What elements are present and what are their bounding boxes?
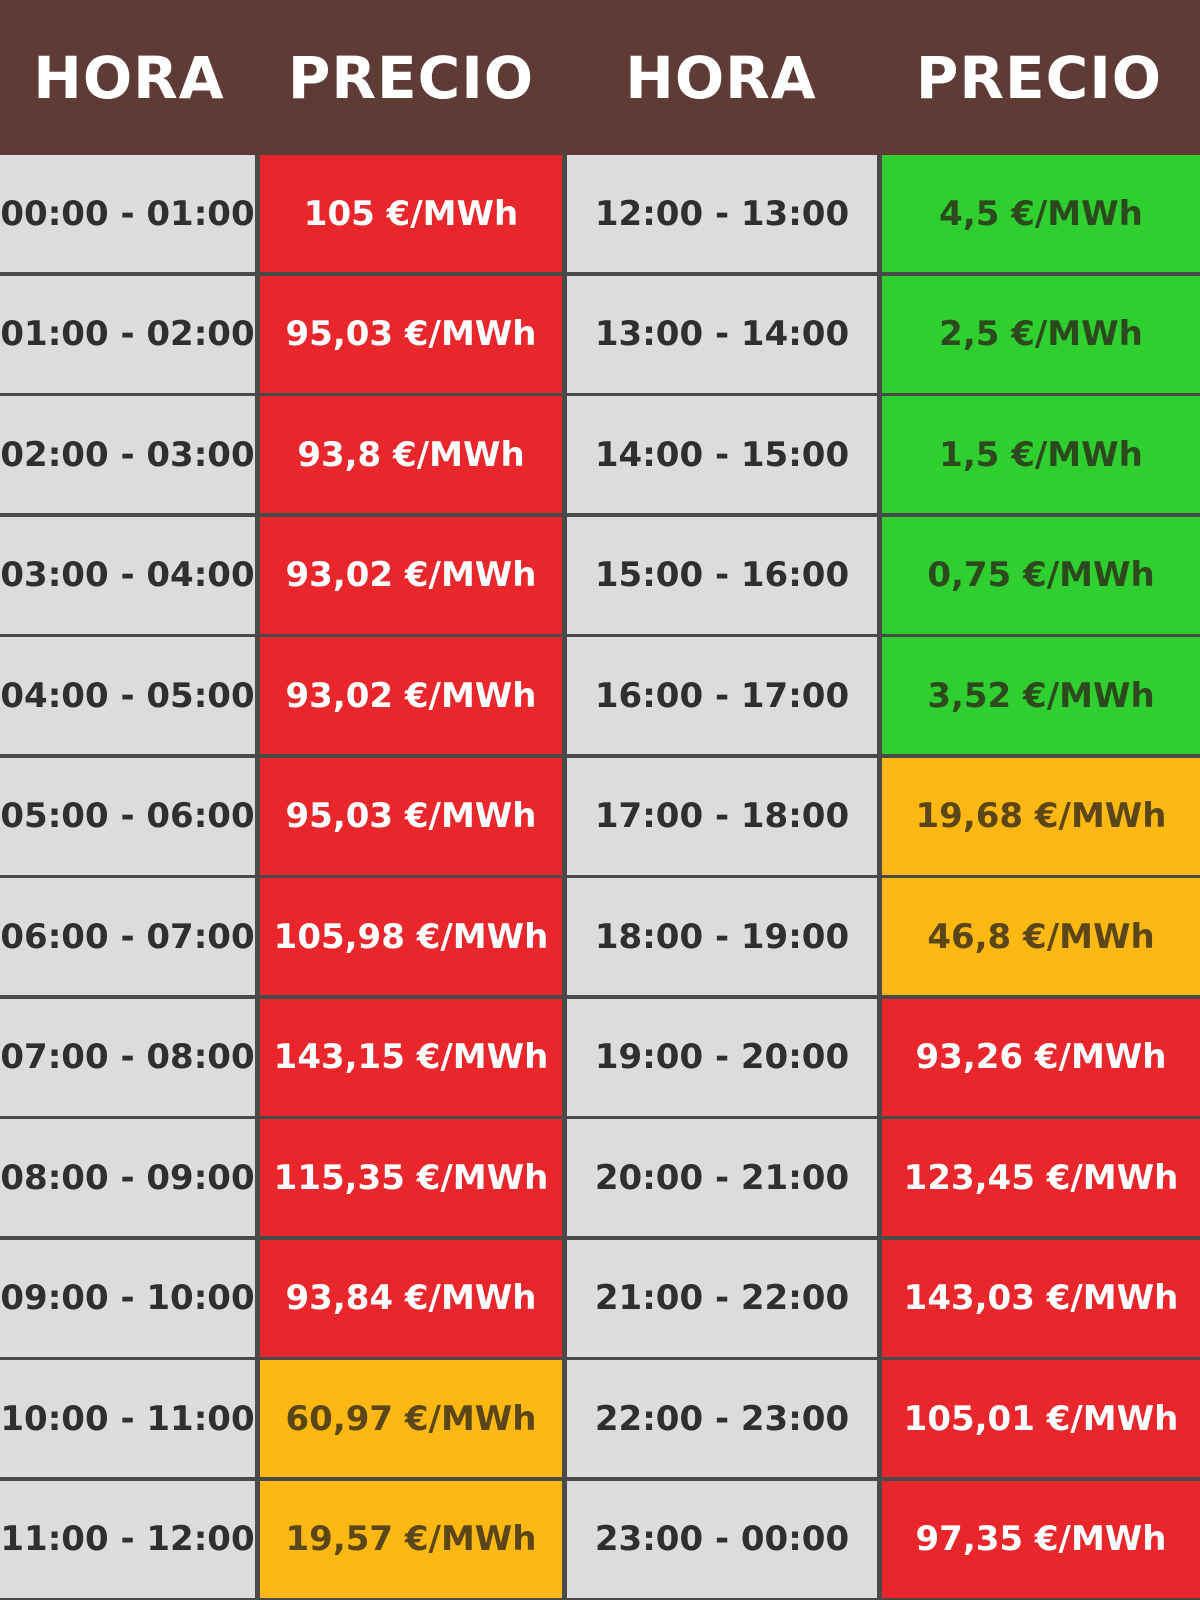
hour-cell-right: 19:00 - 20:00 xyxy=(567,998,877,1116)
hour-cell-left: 09:00 - 10:00 xyxy=(0,1239,255,1357)
price-cell-right: 0,75 €/MWh xyxy=(882,516,1200,634)
hour-cell-left: 00:00 - 01:00 xyxy=(0,155,255,272)
price-cell-right: 93,26 €/MWh xyxy=(882,998,1200,1116)
hour-cell-left: 05:00 - 06:00 xyxy=(0,757,255,875)
hour-cell-left: 03:00 - 04:00 xyxy=(0,516,255,634)
price-cell-left: 60,97 €/MWh xyxy=(260,1360,562,1477)
table-row: 03:00 - 04:00 93,02 €/MWh 15:00 - 16:00 … xyxy=(0,516,1200,634)
hour-cell-right: 16:00 - 17:00 xyxy=(567,637,877,754)
hour-cell-right: 23:00 - 00:00 xyxy=(567,1480,877,1598)
price-cell-right: 105,01 €/MWh xyxy=(882,1360,1200,1477)
header-precio-right: PRECIO xyxy=(915,43,1163,112)
hour-cell-right: 17:00 - 18:00 xyxy=(567,757,877,875)
hour-cell-left: 11:00 - 12:00 xyxy=(0,1480,255,1598)
price-cell-left: 115,35 €/MWh xyxy=(260,1119,562,1236)
hour-cell-right: 15:00 - 16:00 xyxy=(567,516,877,634)
hour-cell-left: 01:00 - 02:00 xyxy=(0,275,255,393)
hour-cell-left: 08:00 - 09:00 xyxy=(0,1119,255,1236)
hour-cell-right: 14:00 - 15:00 xyxy=(567,396,877,513)
table-row: 07:00 - 08:00 143,15 €/MWh 19:00 - 20:00… xyxy=(0,998,1200,1116)
price-cell-right: 143,03 €/MWh xyxy=(882,1239,1200,1357)
price-cell-right: 2,5 €/MWh xyxy=(882,275,1200,393)
price-cell-left: 93,02 €/MWh xyxy=(260,637,562,754)
table-row: 06:00 - 07:00 105,98 €/MWh 18:00 - 19:00… xyxy=(0,878,1200,995)
table-row: 02:00 - 03:00 93,8 €/MWh 14:00 - 15:00 1… xyxy=(0,396,1200,513)
hour-cell-left: 04:00 - 05:00 xyxy=(0,637,255,754)
table-row: 04:00 - 05:00 93,02 €/MWh 16:00 - 17:00 … xyxy=(0,637,1200,754)
price-cell-left: 93,8 €/MWh xyxy=(260,396,562,513)
table-row: 10:00 - 11:00 60,97 €/MWh 22:00 - 23:00 … xyxy=(0,1360,1200,1477)
table-row: 08:00 - 09:00 115,35 €/MWh 20:00 - 21:00… xyxy=(0,1119,1200,1236)
header-hora-right: HORA xyxy=(625,43,817,112)
table-body: 00:00 - 01:00 105 €/MWh 12:00 - 13:00 4,… xyxy=(0,155,1200,1600)
price-cell-right: 19,68 €/MWh xyxy=(882,757,1200,875)
hour-cell-left: 07:00 - 08:00 xyxy=(0,998,255,1116)
price-cell-left: 93,84 €/MWh xyxy=(260,1239,562,1357)
price-cell-left: 143,15 €/MWh xyxy=(260,998,562,1116)
price-cell-right: 123,45 €/MWh xyxy=(882,1119,1200,1236)
table-row: 00:00 - 01:00 105 €/MWh 12:00 - 13:00 4,… xyxy=(0,155,1200,272)
header-hora-left: HORA xyxy=(33,43,225,112)
price-cell-left: 95,03 €/MWh xyxy=(260,275,562,393)
price-cell-right: 46,8 €/MWh xyxy=(882,878,1200,995)
price-cell-right: 3,52 €/MWh xyxy=(882,637,1200,754)
table-row: 11:00 - 12:00 19,57 €/MWh 23:00 - 00:00 … xyxy=(0,1480,1200,1598)
hour-cell-right: 22:00 - 23:00 xyxy=(567,1360,877,1477)
table-row: 01:00 - 02:00 95,03 €/MWh 13:00 - 14:00 … xyxy=(0,275,1200,393)
price-cell-left: 19,57 €/MWh xyxy=(260,1480,562,1598)
price-cell-right: 97,35 €/MWh xyxy=(882,1480,1200,1598)
price-cell-right: 1,5 €/MWh xyxy=(882,396,1200,513)
hour-cell-right: 13:00 - 14:00 xyxy=(567,275,877,393)
hour-cell-right: 21:00 - 22:00 xyxy=(567,1239,877,1357)
table-header: HORA PRECIO HORA PRECIO xyxy=(0,0,1200,155)
hour-cell-left: 06:00 - 07:00 xyxy=(0,878,255,995)
hour-cell-right: 12:00 - 13:00 xyxy=(567,155,877,272)
price-cell-left: 105,98 €/MWh xyxy=(260,878,562,995)
price-cell-left: 93,02 €/MWh xyxy=(260,516,562,634)
hour-cell-left: 10:00 - 11:00 xyxy=(0,1360,255,1477)
price-cell-left: 105 €/MWh xyxy=(260,155,562,272)
table-row: 09:00 - 10:00 93,84 €/MWh 21:00 - 22:00 … xyxy=(0,1239,1200,1357)
table-row: 05:00 - 06:00 95,03 €/MWh 17:00 - 18:00 … xyxy=(0,757,1200,875)
header-precio-left: PRECIO xyxy=(287,43,535,112)
price-cell-right: 4,5 €/MWh xyxy=(882,155,1200,272)
hour-cell-right: 20:00 - 21:00 xyxy=(567,1119,877,1236)
hour-cell-left: 02:00 - 03:00 xyxy=(0,396,255,513)
price-cell-left: 95,03 €/MWh xyxy=(260,757,562,875)
hour-cell-right: 18:00 - 19:00 xyxy=(567,878,877,995)
